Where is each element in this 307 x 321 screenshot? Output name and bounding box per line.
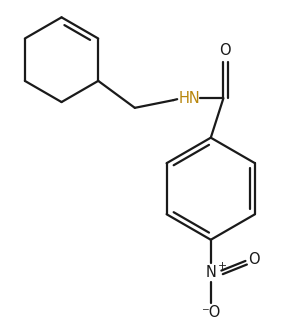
Text: ⁻O: ⁻O bbox=[201, 305, 220, 320]
Text: +: + bbox=[218, 261, 227, 271]
Text: N: N bbox=[205, 265, 216, 280]
Text: O: O bbox=[248, 252, 260, 266]
Text: HN: HN bbox=[178, 91, 200, 106]
Text: O: O bbox=[220, 43, 231, 58]
